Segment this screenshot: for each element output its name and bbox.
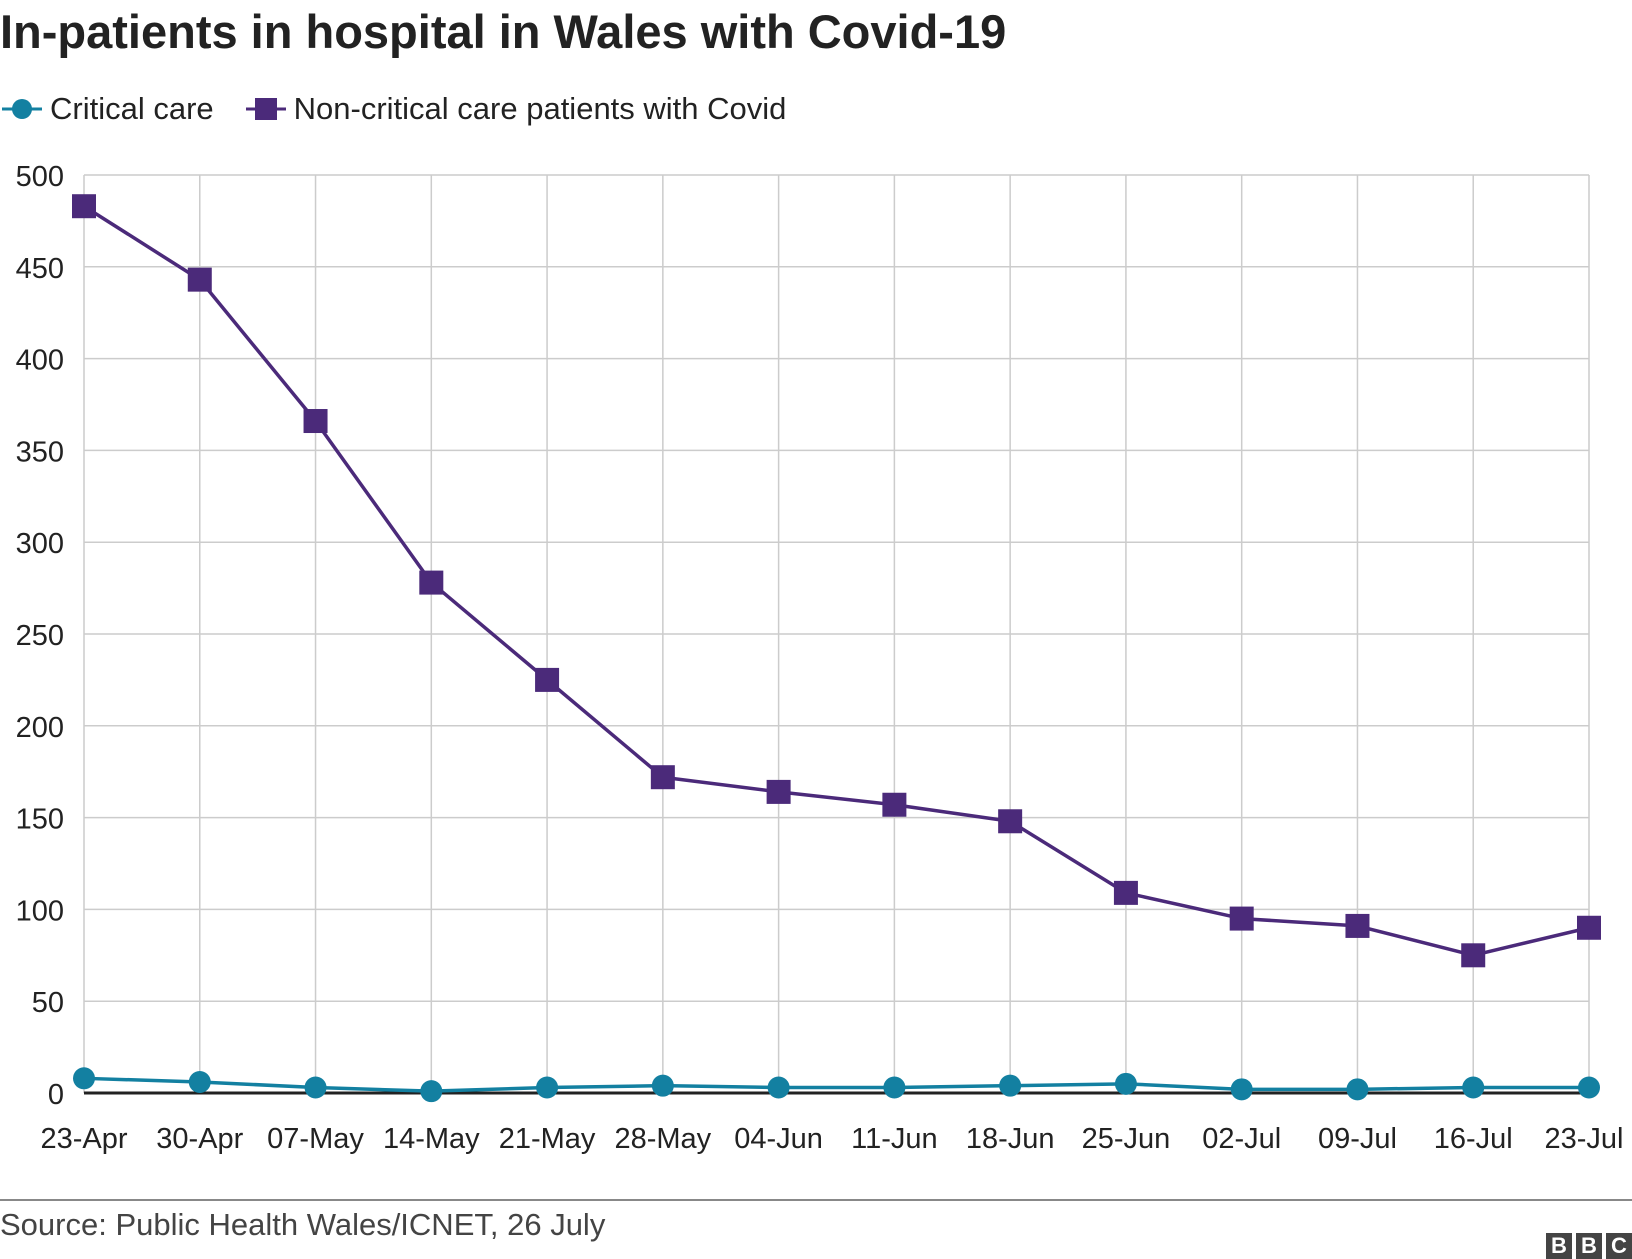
- bbc-logo-letter: B: [1576, 1233, 1602, 1259]
- x-tick-label: 09-Jul: [1318, 1123, 1397, 1155]
- critical-care-point: [420, 1080, 443, 1103]
- non-critical-care-point: [1577, 915, 1601, 940]
- non-critical-care-point: [535, 667, 560, 692]
- critical-care-point: [188, 1070, 211, 1093]
- y-tick-label: 100: [16, 895, 64, 927]
- legend-item-critical-care: Critical care: [0, 91, 214, 127]
- non-critical-care-point: [650, 765, 675, 790]
- legend-label-critical-care: Critical care: [50, 91, 214, 126]
- x-tick-label: 30-Apr: [156, 1123, 243, 1155]
- y-tick-label: 200: [16, 712, 64, 744]
- non-critical-care-point: [72, 194, 96, 219]
- line-chart: 0 50 100 150 200 250 300 350 400 450 500 23-Apr 30-A…: [16, 161, 1624, 1155]
- x-tick-label: 02-Jul: [1202, 1123, 1281, 1155]
- y-tick-label: 400: [16, 345, 64, 377]
- legend: Critical care Non-critical care patients…: [0, 84, 816, 134]
- y-tick-label: 450: [16, 253, 64, 285]
- square-marker-icon: [245, 98, 286, 120]
- non-critical-care-point: [303, 409, 328, 434]
- critical-care-point: [1462, 1076, 1485, 1099]
- y-tick-label: 0: [48, 1079, 64, 1111]
- x-tick-label: 18-Jun: [966, 1123, 1055, 1155]
- y-tick-label: 350: [16, 436, 64, 468]
- x-tick-label: 07-May: [267, 1123, 364, 1155]
- x-tick-label: 16-Jul: [1434, 1123, 1513, 1155]
- bbc-logo-letter: C: [1606, 1233, 1632, 1259]
- x-tick-label: 23-Jul: [1545, 1123, 1624, 1155]
- non-critical-care-point: [998, 809, 1023, 834]
- y-tick-label: 150: [16, 804, 64, 836]
- critical-care-point: [73, 1067, 95, 1090]
- source-note: Source: Public Health Wales/ICNET, 26 Ju…: [0, 1207, 606, 1242]
- x-tick-label: 04-Jun: [734, 1123, 823, 1155]
- series: [72, 194, 1601, 1103]
- non-critical-care-point: [1229, 906, 1254, 931]
- critical-care-point: [536, 1076, 559, 1099]
- critical-care-point: [1230, 1078, 1253, 1101]
- y-tick-label: 300: [16, 528, 64, 560]
- footer-divider: [0, 1199, 1632, 1201]
- grid: [83, 174, 1590, 1093]
- y-tick-label: 50: [32, 987, 64, 1019]
- x-tick-label: 21-May: [499, 1123, 596, 1155]
- bbc-logo: B B C: [1546, 1233, 1632, 1259]
- non-critical-care-point: [187, 267, 212, 292]
- chart-title: In-patients in hospital in Wales with Co…: [0, 5, 1007, 58]
- series-line-critical-care: [83, 1076, 1589, 1093]
- critical-care-point: [304, 1076, 327, 1099]
- x-tick-label: 25-Jun: [1082, 1123, 1171, 1155]
- critical-care-point: [999, 1074, 1022, 1097]
- critical-care-point: [767, 1076, 790, 1099]
- critical-care-point: [1578, 1076, 1600, 1099]
- x-tick-label: 11-Jun: [851, 1123, 938, 1155]
- axes: 0 50 100 150 200 250 300 350 400 450 500 23-Apr 30-A…: [16, 161, 1624, 1155]
- legend-label-non-critical-care: Non-critical care patients with Covid: [293, 91, 787, 126]
- x-tick-label: 23-Apr: [40, 1123, 127, 1155]
- non-critical-care-point: [1345, 913, 1370, 938]
- y-tick-label: 250: [16, 620, 64, 652]
- critical-care-point: [1114, 1072, 1137, 1095]
- critical-care-point: [1346, 1078, 1369, 1101]
- non-critical-care-point: [419, 570, 444, 595]
- series-line-non-critical-care: [83, 204, 1590, 958]
- critical-care-point: [651, 1074, 674, 1097]
- legend-item-non-critical-care: Non-critical care patients with Covid: [244, 91, 787, 127]
- non-critical-care-point: [1461, 943, 1486, 968]
- x-tick-label: 14-May: [383, 1123, 480, 1155]
- non-critical-care-point: [882, 792, 907, 817]
- non-critical-care-point: [1113, 880, 1138, 905]
- bbc-logo-letter: B: [1546, 1233, 1572, 1259]
- critical-care-point: [883, 1076, 906, 1099]
- x-tick-label: 28-May: [614, 1123, 711, 1155]
- non-critical-care-point: [766, 779, 791, 804]
- y-tick-label: 500: [16, 161, 64, 193]
- circle-marker-icon: [2, 99, 42, 119]
